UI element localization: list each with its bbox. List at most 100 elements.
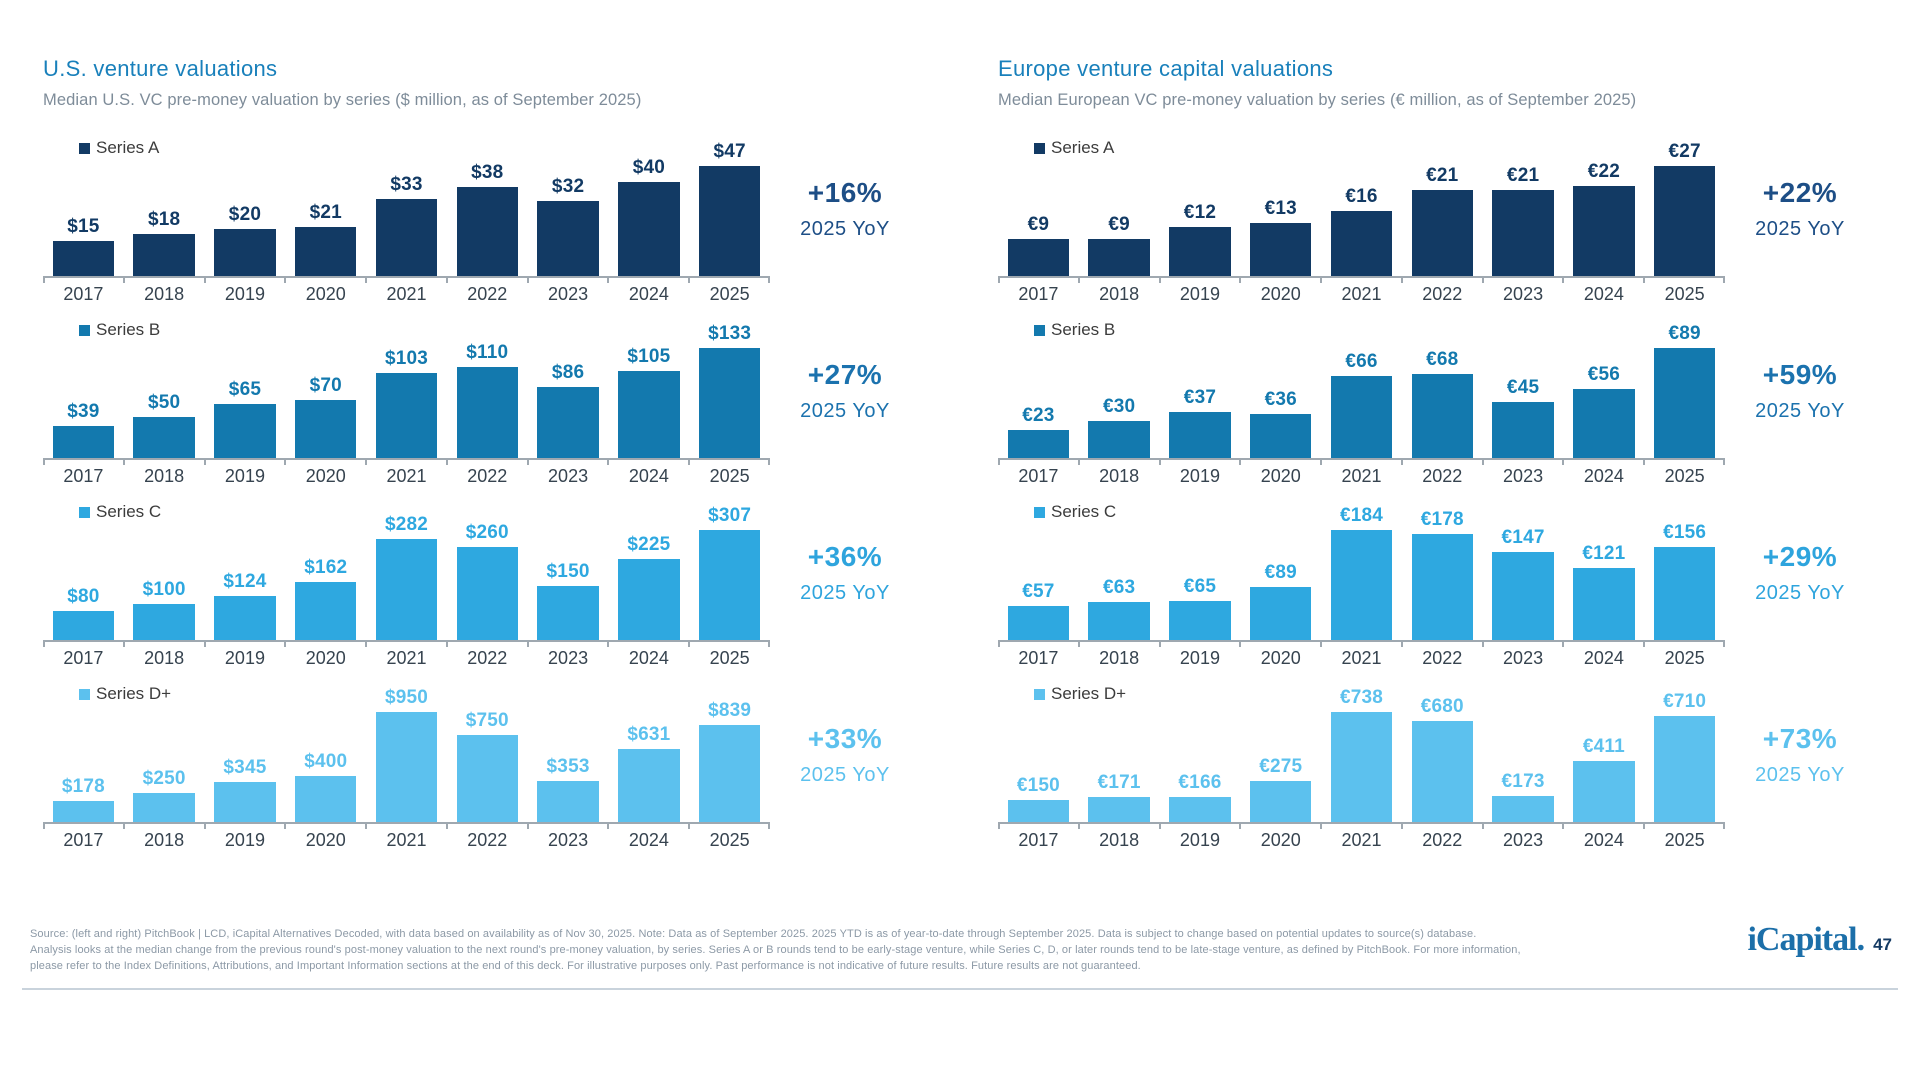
bar-value-label: €57 <box>1022 581 1055 602</box>
bar-value-label: €156 <box>1663 522 1707 543</box>
axis-tick <box>1320 460 1323 465</box>
x-axis-tick-label: 2024 <box>1583 830 1624 850</box>
bar <box>1250 587 1312 640</box>
yoy-callout: +33% 2025 YoY <box>770 664 920 846</box>
bar-column: $133 <box>689 304 770 458</box>
legend-label: Series B <box>96 320 161 339</box>
legend-label: Series B <box>1051 320 1116 339</box>
legend-label: Series C <box>1051 502 1117 521</box>
bar-value-label: $39 <box>67 401 100 422</box>
plot-area: Series C $80 $100 $124 $162 $282 $260 $150 $225… <box>43 486 770 640</box>
bar-column: €184 <box>1321 486 1402 640</box>
section-subtitle-us: Median U.S. VC pre-money valuation by se… <box>43 91 642 109</box>
bar <box>618 371 680 458</box>
bar-value-label: $33 <box>390 174 423 195</box>
x-axis-tick-label: 2017 <box>63 284 104 304</box>
bar <box>375 539 438 640</box>
bar-value-label: €68 <box>1426 349 1459 370</box>
yoy-label: 2025 YoY <box>1755 218 1845 240</box>
bar-value-label: €65 <box>1183 576 1217 597</box>
axis-tick <box>284 824 287 829</box>
bar <box>375 712 438 822</box>
bar-chart: Series B €23 €30 €37 €36 €66 €68 €45 €56 €89 201… <box>998 304 1725 486</box>
legend-swatch-icon <box>1034 324 1045 336</box>
x-axis-tick-label: 2019 <box>1179 466 1220 486</box>
x-axis-tick-label: 2019 <box>224 830 265 850</box>
source-note-line: please refer to the Index Definitions, A… <box>30 959 1141 972</box>
x-axis-tick-label: 2023 <box>548 284 589 304</box>
bar-value-label: €275 <box>1259 756 1303 777</box>
axis-tick <box>445 824 448 829</box>
x-axis-tick-label: 2017 <box>1018 648 1059 668</box>
bar-value-label: $839 <box>708 700 752 721</box>
x-axis-tick-label: 2018 <box>1099 830 1140 850</box>
yoy-percent: +22% <box>1762 177 1838 208</box>
bar-column: $33 <box>366 122 447 276</box>
axis-tick <box>1320 824 1323 829</box>
axis-tick <box>688 824 691 829</box>
bar-value-label: $124 <box>223 571 267 592</box>
bar <box>1250 414 1312 458</box>
bar-column: €166 <box>1160 668 1241 822</box>
bar <box>1330 530 1393 640</box>
legend-swatch-icon <box>1034 688 1045 700</box>
yoy-percent: +16% <box>807 177 883 208</box>
yoy-label: 2025 YoY <box>1755 582 1845 604</box>
bar-value-label: $178 <box>61 776 105 797</box>
axis-tick <box>607 642 610 647</box>
bar-column: $307 <box>689 486 770 640</box>
axis-tick <box>998 278 1000 283</box>
axis-tick <box>284 278 287 283</box>
page-number: 47 <box>1873 935 1892 954</box>
legend: Series D+ <box>79 684 171 704</box>
x-axis-tick-label: 2023 <box>1503 830 1544 850</box>
bar <box>537 781 599 822</box>
x-axis: 2017 2018 2019 2020 2021 2022 2023 2024 2025 <box>998 458 1725 486</box>
bar-value-label: €23 <box>1022 405 1055 426</box>
x-axis-tick-label: 2018 <box>1099 648 1140 668</box>
x-axis: 2017 2018 2019 2020 2021 2022 2023 2024 2025 <box>998 822 1725 850</box>
bar <box>1169 601 1231 640</box>
axis-tick <box>768 824 770 829</box>
x-axis-tick-label: 2025 <box>1664 284 1705 304</box>
bar <box>1088 797 1150 822</box>
plot-area: Series D+ €150 €171 €166 €275 €738 €680 €173 €4… <box>998 668 1725 822</box>
bar-value-label: €710 <box>1663 691 1707 712</box>
bar-value-label: $225 <box>627 534 671 555</box>
axis-tick <box>122 278 125 283</box>
bar <box>1653 547 1716 640</box>
x-axis-tick-label: 2021 <box>386 830 427 850</box>
bar-column: $950 <box>366 668 447 822</box>
bar-column: €411 <box>1563 668 1644 822</box>
bar <box>1411 721 1473 822</box>
bar-column: €89 <box>1240 486 1321 640</box>
bar-column: $39 <box>43 304 124 458</box>
bar <box>1330 712 1393 822</box>
bar-column: $21 <box>285 122 366 276</box>
axis-tick <box>1481 642 1484 647</box>
axis-tick <box>1077 824 1080 829</box>
bar-chart: Series C €57 €63 €65 €89 €184 €178 €147 €121 €15… <box>998 486 1725 668</box>
x-axis-tick-label: 2022 <box>467 284 508 304</box>
yoy-label: 2025 YoY <box>800 582 890 604</box>
axis-tick <box>998 460 1000 465</box>
bar-value-label: €9 <box>1027 214 1050 235</box>
bar-value-label: $400 <box>304 751 348 772</box>
bar <box>1411 534 1473 640</box>
bar-column: €36 <box>1240 304 1321 458</box>
bar <box>214 229 276 276</box>
bar-column: $38 <box>447 122 528 276</box>
bar-column: $260 <box>447 486 528 640</box>
bar-column: $178 <box>43 668 124 822</box>
bar-column: $353 <box>528 668 609 822</box>
bar <box>1653 348 1716 458</box>
x-axis-tick-label: 2019 <box>1179 648 1220 668</box>
axis-tick <box>1643 642 1646 647</box>
bar <box>52 801 115 822</box>
axis-tick <box>365 642 368 647</box>
x-axis-tick-label: 2020 <box>1260 648 1301 668</box>
bar-column: €710 <box>1644 668 1725 822</box>
bar-column: $40 <box>608 122 689 276</box>
bar-chart: Series B $39 $50 $65 $70 $103 $110 $86 $105 $133… <box>43 304 770 486</box>
bar <box>1169 797 1231 822</box>
